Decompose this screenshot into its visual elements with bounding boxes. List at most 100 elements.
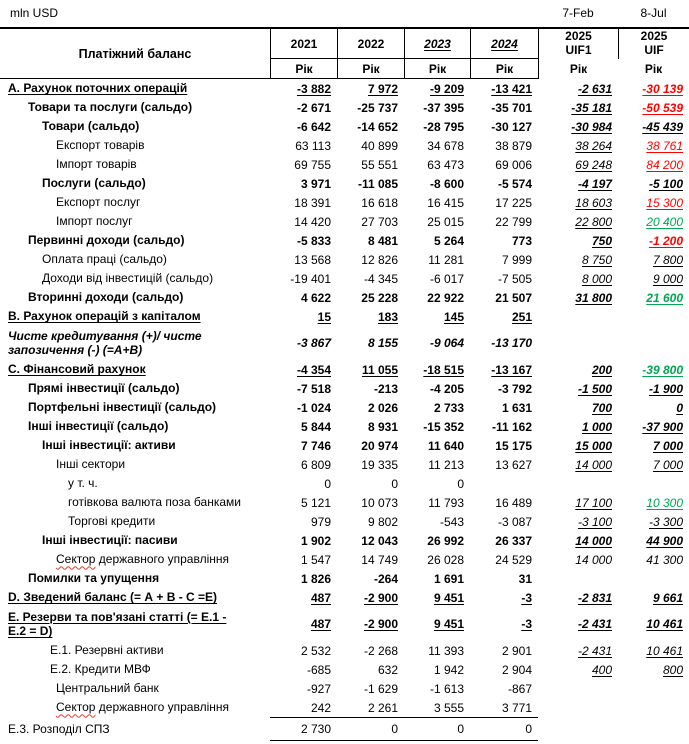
spellcheck-underlined-word: Сектор — [56, 552, 96, 567]
cell-2021: -1 024 — [296, 400, 331, 415]
cell-2022: -2 900 — [363, 590, 398, 605]
cell-2021: 1 826 — [300, 571, 331, 586]
cell-2024: 3 771 — [501, 700, 532, 715]
col-header-2025-uif-tag: UIF — [644, 43, 664, 57]
cell-2021: 242 — [310, 700, 331, 715]
cell-2025-uif1 — [538, 679, 618, 698]
cell-2023: -8 600 — [429, 176, 464, 191]
cell-2024: -3 792 — [497, 381, 532, 396]
row-label: Е.1. Резервні активи — [50, 643, 164, 658]
cell-2025-uif1: -3 100 — [577, 514, 612, 529]
cell-2021: 1 902 — [300, 533, 331, 548]
cell-2021: -19 401 — [290, 271, 331, 286]
cell-2023: 11 393 — [428, 643, 464, 658]
cell-2021: -927 — [306, 681, 331, 696]
row-label: С. Фінансовий рахунок — [8, 362, 146, 377]
cell-2023: 5 264 — [433, 233, 464, 248]
cell-2025-uif: 10 300 — [646, 495, 683, 510]
cell-2025-uif1: 14 000 — [575, 552, 612, 567]
cell-2021: -6 642 — [296, 119, 331, 134]
cell-2025-uif1: 17 100 — [575, 495, 612, 510]
cell-2021: 4 622 — [300, 290, 331, 305]
cell-2024: 38 879 — [495, 138, 532, 153]
row-label: Е.3. Розподіл СПЗ — [8, 721, 110, 736]
cell-2025-uif1: 14 000 — [575, 533, 612, 548]
cell-2021: 6 809 — [300, 457, 331, 472]
cell-2025-uif: -37 900 — [642, 419, 683, 434]
cell-2025-uif1: -2 431 — [577, 643, 612, 658]
cell-2025-uif: -50 539 — [642, 100, 683, 115]
cell-2025-uif: 41 300 — [646, 552, 683, 567]
row-label: В. Рахунок операцій з капіталом — [8, 309, 201, 324]
cell-2025-uif: 800 — [662, 662, 683, 677]
cell-2024: 2 901 — [501, 643, 532, 658]
sub-header-2025-uif1: Рік — [538, 59, 618, 79]
row-label: Інші інвестиції: активи — [42, 438, 176, 453]
cell-2025-uif1: 14 000 — [575, 457, 612, 472]
cell-2022: -213 — [373, 381, 398, 396]
table-row: Імпорт послуг 14 420 27 703 25 015 22 799 22 … — [0, 212, 689, 231]
cell-2021: -2 671 — [296, 100, 331, 115]
cell-2023: 25 015 — [427, 214, 464, 229]
cell-2025-uif: 15 300 — [646, 195, 683, 210]
cell-2025-uif1 — [538, 474, 618, 493]
cell-2025-uif: -5 100 — [648, 176, 683, 191]
cell-2021: 2 730 — [270, 717, 337, 741]
table-row: Товари (сальдо) -6 642 -14 652 -28 795 -30 1… — [0, 117, 689, 136]
table-row: Експорт послуг 18 391 16 618 16 415 17 225 18… — [0, 193, 689, 212]
cell-2024: -3 — [521, 590, 532, 605]
cell-2023: -28 795 — [423, 119, 464, 134]
cell-2025-uif1: 8 000 — [581, 271, 612, 286]
cell-2022: -264 — [373, 571, 398, 586]
table-body: А. Рахунок поточних операцій -3 882 7 972 -… — [0, 79, 689, 741]
cell-2025-uif — [618, 698, 689, 717]
row-label: у т. ч. — [68, 476, 98, 491]
cell-2023: 11 213 — [428, 457, 464, 472]
row-label: Прямі інвестиції (сальдо) — [28, 381, 180, 396]
cell-2022: 2 026 — [367, 400, 398, 415]
cell-2025-uif1: -30 984 — [571, 119, 612, 134]
cell-2023: -18 515 — [423, 362, 464, 377]
table-row: Інші інвестиції (сальдо) 5 844 8 931 -15 35… — [0, 417, 689, 436]
cell-2022: 7 972 — [367, 81, 398, 96]
table-title: Платіжний баланс — [0, 29, 270, 79]
cell-2021: 1 547 — [300, 552, 331, 567]
row-label: Товари та послуги (сальдо) — [28, 100, 193, 115]
cell-2023: 145 — [443, 309, 464, 324]
cell-2024: 251 — [511, 309, 532, 324]
sub-header-2025-uif: Рік — [644, 62, 663, 76]
cell-2025-uif1: 1 000 — [581, 419, 612, 434]
cell-2021: 5 121 — [300, 495, 331, 510]
row-label: Центральний банк — [56, 681, 159, 696]
cell-2021: 0 — [324, 476, 331, 491]
cell-2025-uif: -30 139 — [642, 81, 683, 96]
cell-2022: -14 652 — [357, 119, 398, 134]
table-row: Чисте кредитування (+)/ чисте запозиченн… — [0, 326, 689, 360]
cell-2022: 2 261 — [367, 700, 398, 715]
cell-2025-uif1 — [538, 307, 618, 326]
cell-2022: -4 345 — [363, 271, 398, 286]
table-header: Платіжний баланс 2021 2022 2023 2024 202… — [0, 27, 689, 79]
cell-2025-uif1: 18 603 — [575, 195, 612, 210]
cell-2025-uif1: 69 248 — [575, 157, 612, 172]
row-label: Помилки та упущення — [28, 571, 160, 586]
cell-2021: 18 391 — [294, 195, 331, 210]
cell-2024: -7 505 — [497, 271, 532, 286]
col-header-2025-uif1: 2025 UIF1 — [538, 29, 618, 59]
table-row: Е. Резерви та пов'язані статті (= Е.1 - … — [0, 607, 689, 641]
table-row: Сектор державного управління 1 547 14 749 2… — [0, 550, 689, 569]
row-label: А. Рахунок поточних операцій — [8, 81, 188, 96]
cell-2023: -9 064 — [429, 336, 464, 350]
sub-header-2021: Рік — [270, 59, 337, 79]
cell-2021: -3 882 — [296, 81, 331, 96]
cell-2023: 26 028 — [427, 552, 464, 567]
cell-2025-uif: 44 900 — [646, 533, 683, 548]
row-label: Імпорт послуг — [56, 214, 133, 229]
col-header-2023: 2023 — [404, 29, 470, 59]
cell-2024: 1 631 — [501, 400, 532, 415]
cell-2025-uif: -3 300 — [648, 514, 683, 529]
uif-date-label: 8-Jul — [640, 6, 667, 20]
cell-2023: 0 — [457, 476, 464, 491]
cell-2023: 2 733 — [433, 400, 464, 415]
cell-2021: 3 971 — [300, 176, 331, 191]
